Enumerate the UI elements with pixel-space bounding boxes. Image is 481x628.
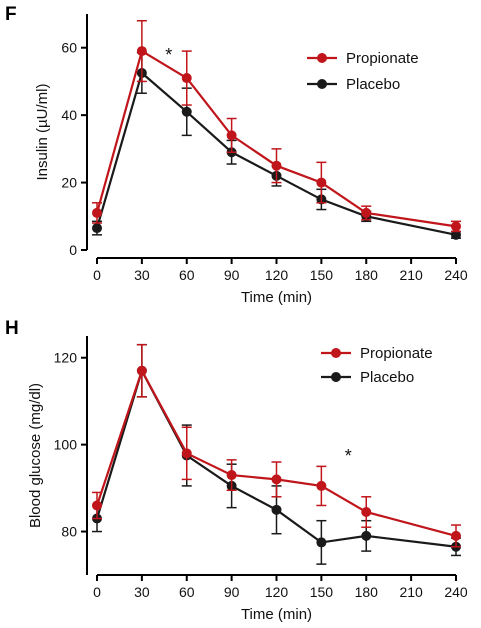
x-tick-label: 30	[134, 584, 150, 600]
panel-letter: H	[5, 318, 19, 339]
x-tick-label: 150	[310, 584, 334, 600]
legend-marker	[331, 372, 341, 382]
x-axis-title: Time (min)	[241, 606, 312, 623]
series-line	[95, 49, 457, 228]
x-tick-label: 210	[399, 584, 423, 600]
data-point	[361, 207, 372, 218]
y-tick-label: 0	[69, 242, 77, 258]
data-point	[271, 160, 282, 171]
data-point	[316, 177, 327, 188]
x-tick-label: 90	[224, 584, 240, 600]
data-point	[316, 480, 327, 491]
x-tick-label: 180	[355, 267, 379, 283]
x-tick-label: 0	[93, 267, 101, 283]
series-placebo	[92, 52, 461, 240]
x-tick-label: 120	[265, 267, 289, 283]
chart-panel-h: H 80 100 120 0 30 60 90 120 150 180 210 240 Time (min…	[5, 318, 468, 623]
series-propionate	[92, 19, 461, 233]
y-tick-label: 80	[61, 524, 77, 540]
legend-marker	[317, 53, 327, 63]
y-tick-label: 20	[61, 175, 77, 191]
data-point	[136, 46, 147, 57]
legend: Propionate Placebo	[307, 50, 419, 93]
data-point	[361, 530, 372, 541]
legend-marker	[331, 348, 341, 358]
y-tick-label: 60	[61, 40, 77, 56]
y-tick-label: 100	[54, 437, 78, 453]
data-point	[92, 500, 102, 511]
data-point	[181, 106, 192, 117]
data-point	[271, 504, 282, 515]
series-propionate	[92, 343, 461, 548]
panel-letter: F	[5, 4, 17, 25]
data-point	[181, 73, 192, 84]
data-point	[361, 506, 372, 517]
data-point	[451, 229, 461, 240]
significance-asterisk: *	[165, 45, 172, 65]
data-point	[451, 221, 461, 232]
series-line	[95, 71, 457, 236]
x-tick-label: 210	[399, 267, 423, 283]
x-tick-label: 240	[444, 267, 468, 283]
x-tick-label: 0	[93, 584, 101, 600]
legend-marker	[317, 79, 327, 89]
x-tick-label: 60	[179, 584, 195, 600]
x-tick-label: 150	[310, 267, 334, 283]
data-point	[92, 223, 102, 234]
data-point	[92, 207, 102, 218]
x-tick-label: 30	[134, 267, 150, 283]
legend-label: Propionate	[360, 345, 433, 362]
legend-label: Placebo	[360, 369, 414, 386]
y-tick-label: 40	[61, 107, 77, 123]
legend-label: Propionate	[346, 50, 419, 67]
data-point	[316, 537, 327, 548]
data-point	[451, 530, 461, 541]
x-axis-title: Time (min)	[241, 289, 312, 306]
x-tick-label: 60	[179, 267, 195, 283]
legend-label: Placebo	[346, 76, 400, 93]
data-point	[226, 130, 237, 141]
x-tick-label: 240	[444, 584, 468, 600]
y-tick-label: 120	[54, 350, 78, 366]
chart-panel-f: F 0 20 40 60 0 30 60 90 120 150 180 210 240 Time (min)…	[5, 4, 468, 306]
data-point	[271, 474, 282, 485]
data-point	[181, 448, 192, 459]
x-tick-label: 120	[265, 584, 289, 600]
data-point	[226, 470, 237, 481]
data-point	[136, 365, 147, 376]
series-line	[95, 368, 457, 537]
x-tick-label: 90	[224, 267, 240, 283]
legend: Propionate Placebo	[321, 345, 433, 386]
significance-asterisk: *	[345, 446, 352, 466]
y-axis-title: Blood glucose (mg/dl)	[27, 383, 44, 528]
x-tick-label: 180	[355, 584, 379, 600]
y-axis-title: Insulin (µU/ml)	[34, 84, 51, 181]
